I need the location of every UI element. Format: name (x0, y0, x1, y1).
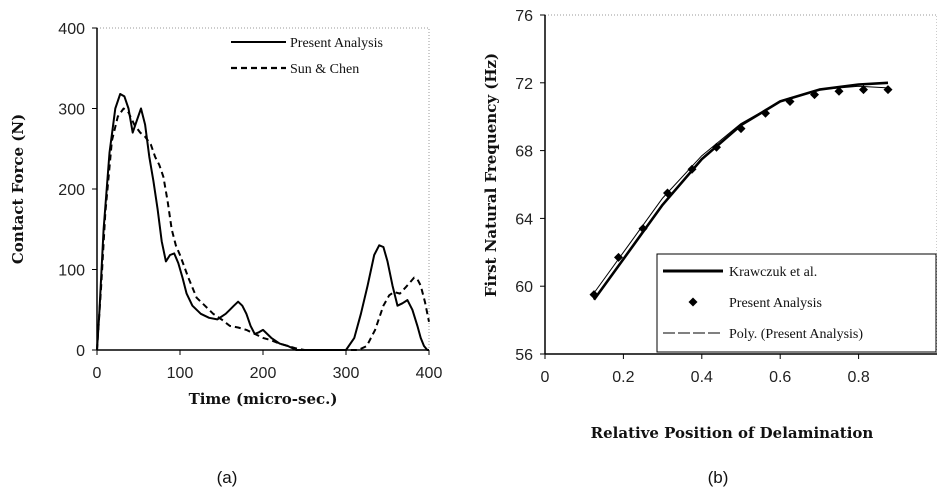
chart-a-series (96, 93, 430, 351)
chart-b-x-tick-label: 0.2 (612, 369, 634, 386)
chart-b-y-tick-label: 56 (515, 347, 533, 364)
chart-a-y-tick-label: 400 (58, 21, 85, 38)
chart-b-legend-item-2-label: Present Analysis (729, 296, 822, 311)
chart-a-caption: (a) (217, 468, 238, 487)
chart-a-x-axis-label: Time (micro-sec.) (189, 390, 338, 408)
chart-b-legend-item-2-swatch (688, 297, 698, 307)
chart-b-series-3-line (593, 85, 889, 294)
chart-b-legend: Krawczuk et al. Present Analysis Poly. (Pr… (656, 253, 937, 353)
chart-b-caption: (b) (708, 468, 729, 487)
chart-a-plot-area (96, 27, 430, 351)
chart-a-x-tick-label: 200 (250, 365, 277, 382)
chart-a-series-2-line (96, 107, 430, 351)
chart-b-x-axis-label: Relative Position of Delamination (591, 424, 874, 442)
chart-b-series (589, 81, 893, 301)
chart-b-legend-item-1-label: Krawczuk et al. (729, 265, 817, 280)
chart-b-legend-item-3-label: Poly. (Present Analysis) (729, 327, 863, 342)
chart-b-series-2-marker (589, 290, 599, 300)
chart-a-ticks: 0 100 200 300 400 0 100 200 300 400 (58, 21, 442, 382)
chart-a-x-tick-label: 100 (167, 365, 194, 382)
chart-a-y-axis-label: Contact Force (N) (9, 114, 27, 264)
chart-a-x-tick-label: 300 (333, 365, 360, 382)
chart-b-series-2-marker (834, 86, 844, 96)
chart-a-legend: Present Analysis Sun & Chen (231, 36, 383, 77)
chart-b-series-2-marker (883, 85, 893, 95)
chart-b-series-2-marker (638, 224, 648, 234)
chart-b-y-axis-label: First Natural Frequency (Hz) (482, 53, 500, 297)
chart-a-y-tick-label: 100 (58, 263, 85, 280)
chart-a-x-tick-label: 400 (416, 365, 443, 382)
chart-a-y-tick-label: 300 (58, 102, 85, 119)
chart-b-y-tick-label: 60 (515, 279, 533, 296)
chart-b-y-tick-label: 68 (515, 144, 533, 161)
chart-b-series-2-marker (859, 85, 868, 95)
chart-a: 0 100 200 300 400 0 100 200 300 400 Present Analy… (9, 21, 442, 487)
chart-b-x-tick-label: 0.8 (847, 369, 869, 386)
chart-b-series-2-marker (810, 90, 819, 100)
chart-b-series-2-marker (614, 252, 623, 262)
chart-b-y-tick-label: 72 (515, 76, 533, 93)
chart-b-y-tick-label: 76 (515, 8, 533, 25)
chart-b-x-tick-label: 0.6 (769, 369, 791, 386)
chart-a-series-1-line (96, 93, 429, 351)
chart-b: 0 0.2 0.4 0.6 0.8 56 60 64 68 72 76 Krawczuk et al… (482, 8, 937, 487)
chart-a-y-tick-label: 0 (76, 343, 85, 360)
chart-a-x-tick-label: 0 (93, 365, 102, 382)
chart-b-series-2-marker (687, 164, 697, 174)
chart-b-x-tick-label: 0 (541, 369, 550, 386)
chart-a-legend-item-2-label: Sun & Chen (290, 62, 359, 77)
chart-a-legend-item-1-label: Present Analysis (290, 36, 383, 51)
chart-b-ticks: 0 0.2 0.4 0.6 0.8 56 60 64 68 72 76 (515, 8, 870, 386)
chart-a-y-tick-label: 200 (58, 182, 85, 199)
chart-b-y-tick-label: 64 (515, 211, 533, 228)
chart-b-series-2-marker (736, 124, 746, 134)
chart-b-x-tick-label: 0.4 (691, 369, 713, 386)
